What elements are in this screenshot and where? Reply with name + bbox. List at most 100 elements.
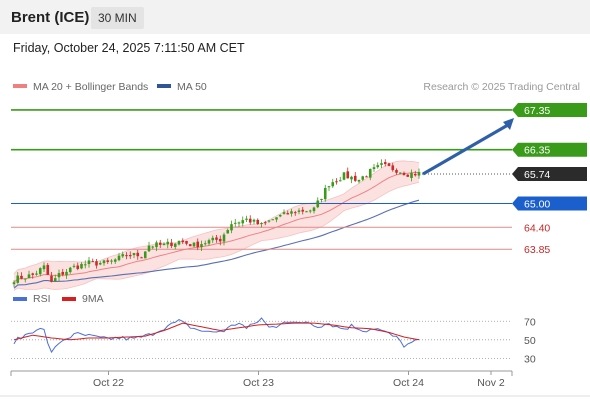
candle-body — [248, 218, 252, 223]
candle-body — [402, 172, 406, 175]
level-value: 63.85 — [524, 244, 550, 256]
candle-body — [357, 179, 361, 182]
candle-body — [361, 176, 365, 180]
candle-body — [110, 260, 113, 262]
candle-body — [297, 210, 301, 212]
candle-body — [218, 238, 222, 242]
candle-body — [83, 264, 87, 266]
candle-body — [327, 186, 331, 188]
candle-body — [166, 241, 170, 245]
candle-body — [136, 252, 140, 257]
legend-swatch — [13, 84, 27, 88]
ma20-line — [13, 172, 419, 283]
candle-body — [200, 244, 203, 248]
level-value: 65.00 — [524, 198, 550, 210]
candle-body — [35, 273, 38, 275]
moving-averages — [13, 172, 420, 289]
candle-body — [395, 169, 398, 173]
candle-body — [211, 237, 215, 241]
candle-body — [308, 210, 312, 212]
rsi-panel: RSI 9MA 70 50 30 — [11, 293, 536, 365]
candle-body — [316, 200, 320, 208]
rsi-legend-label: 9MA — [82, 293, 104, 305]
candle-body — [346, 171, 350, 179]
projection-arrow-shaft — [422, 123, 509, 176]
rsi-tick-label: 50 — [524, 335, 536, 347]
candle-body — [263, 222, 267, 224]
candle-body — [260, 223, 263, 225]
candle-body — [158, 242, 162, 245]
level-value: 66.35 — [524, 145, 550, 157]
time-axis: Oct 22 Oct 23 Oct 24 Nov 2 — [0, 370, 590, 397]
candle-body — [147, 245, 151, 252]
projection-arrow-head — [503, 117, 514, 130]
candle-body — [106, 260, 110, 262]
candle-body — [162, 243, 166, 246]
candle-body — [27, 274, 31, 279]
time-tick-label: Oct 22 — [93, 377, 124, 389]
candle-body — [376, 165, 380, 168]
time-tick-label: Oct 24 — [393, 377, 424, 389]
price-legend: MA 20 + Bollinger Bands MA 50 Research © 2… — [13, 81, 580, 93]
candle-body — [155, 242, 158, 248]
candle-body — [271, 219, 275, 221]
rsi-series-rsi — [13, 317, 420, 354]
candle-body — [413, 173, 417, 176]
candle-body — [335, 181, 338, 183]
copyright-text: Research © 2025 Trading Central — [423, 81, 580, 93]
header-bar: Brent (ICE) 30 MIN — [0, 0, 590, 34]
candle-body — [282, 212, 286, 214]
candle-body — [350, 176, 353, 180]
candle-body — [132, 253, 136, 256]
candle-body — [372, 167, 376, 170]
legend-swatch — [157, 84, 171, 88]
candle-body — [151, 246, 155, 248]
candle-body — [188, 244, 192, 247]
candle-body — [38, 268, 42, 275]
rsi-legend-swatch — [13, 297, 27, 301]
timeframe-button[interactable]: 30 MIN — [91, 7, 144, 29]
rsi-legend-swatch — [62, 297, 76, 301]
candles — [12, 159, 421, 287]
candle-body — [275, 217, 278, 220]
candle-body — [98, 263, 102, 265]
candle-body — [121, 254, 125, 257]
level-tag — [512, 142, 587, 157]
candle-body — [338, 180, 342, 182]
candle-body — [305, 211, 308, 213]
candle-body — [23, 278, 27, 280]
ma50-line — [13, 199, 420, 289]
candle-body — [391, 165, 395, 171]
candle-body — [226, 230, 230, 234]
level-labels: 67.35 66.35 65.00 64.40 63.85 65.74 — [422, 102, 587, 256]
candle-body — [170, 242, 173, 247]
candle-body — [181, 240, 185, 243]
candle-body — [87, 260, 91, 265]
candle-body — [398, 172, 402, 174]
candle-body — [203, 243, 207, 245]
candle-body — [323, 187, 327, 200]
candle-body — [290, 211, 293, 214]
candle-body — [128, 254, 132, 257]
candle-body — [380, 163, 383, 165]
candle-body — [31, 273, 35, 275]
level-value: 67.35 — [524, 105, 550, 117]
level-tag — [512, 102, 587, 117]
candle-body — [410, 172, 413, 178]
candle-body — [53, 278, 57, 282]
candle-body — [61, 271, 65, 275]
candle-body — [42, 265, 46, 270]
candle-body — [196, 241, 200, 248]
candle-body — [237, 222, 241, 224]
candle-body — [331, 182, 335, 187]
candle-body — [286, 213, 290, 215]
candle-body — [80, 263, 83, 269]
candle-body — [293, 212, 297, 214]
candle-body — [68, 267, 72, 273]
candle-body — [387, 163, 391, 166]
legend-label: MA 50 — [177, 81, 207, 93]
candle-body — [125, 255, 128, 257]
time-tick-label: Oct 23 — [243, 377, 274, 389]
